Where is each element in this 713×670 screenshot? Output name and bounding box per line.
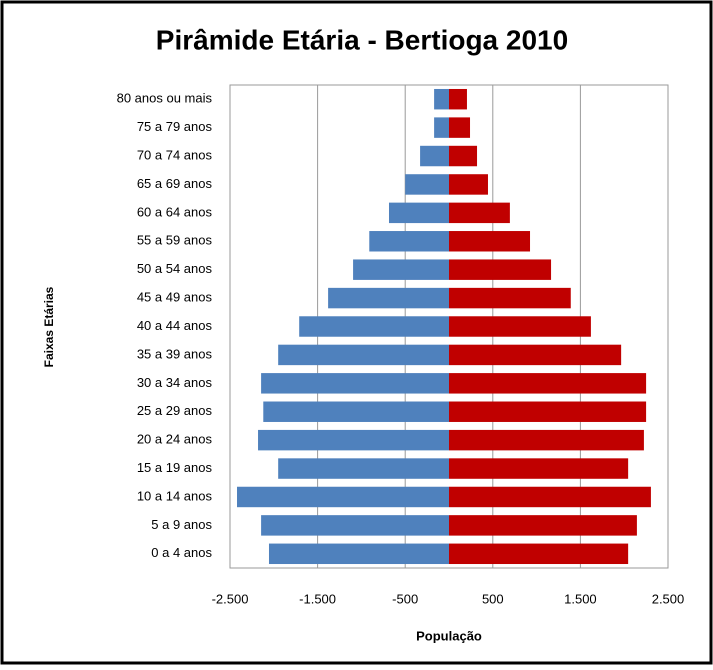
y-tick-label: 15 a 19 anos xyxy=(137,460,213,475)
bar xyxy=(237,486,449,508)
bar xyxy=(449,486,651,508)
bar xyxy=(258,429,449,451)
bar xyxy=(449,458,629,479)
bar xyxy=(405,174,449,195)
x-tick-label: -1.500 xyxy=(299,591,336,606)
y-tick-label: 65 a 69 anos xyxy=(137,176,213,191)
x-axis-title: População xyxy=(416,628,482,643)
bar xyxy=(449,515,637,536)
x-tick-label: -500 xyxy=(392,591,418,606)
y-tick-label: 20 a 24 anos xyxy=(137,432,213,447)
bar xyxy=(369,231,449,252)
bar xyxy=(449,373,647,394)
bar xyxy=(449,145,478,167)
bar xyxy=(268,543,449,565)
y-tick-label: 70 a 74 anos xyxy=(137,147,213,162)
bar xyxy=(388,202,449,224)
bar xyxy=(449,429,644,451)
y-tick-label: 75 a 79 anos xyxy=(137,119,213,134)
y-tick-label: 35 a 39 anos xyxy=(137,346,213,361)
y-tick-label: 10 a 14 anos xyxy=(137,488,213,503)
bar xyxy=(449,344,622,366)
bar xyxy=(449,174,488,195)
bar xyxy=(261,373,449,394)
bar xyxy=(449,202,510,224)
bar xyxy=(328,287,449,309)
y-tick-label: 80 anos ou mais xyxy=(117,91,213,106)
bar xyxy=(353,259,449,280)
x-tick-label: 1.500 xyxy=(564,591,597,606)
bar xyxy=(449,88,467,110)
y-axis-title: Faixas Etárias xyxy=(42,286,56,367)
bar xyxy=(261,515,449,536)
bar xyxy=(449,543,629,565)
bar xyxy=(449,117,471,138)
bar xyxy=(278,458,449,479)
bar xyxy=(263,401,449,422)
y-tick-label: 45 a 49 anos xyxy=(137,290,213,305)
y-tick-label: 30 a 34 anos xyxy=(137,375,213,390)
bar xyxy=(434,117,449,138)
y-tick-label: 50 a 54 anos xyxy=(137,261,213,276)
y-tick-label: 0 a 4 anos xyxy=(151,545,212,560)
bar xyxy=(434,88,449,110)
y-tick-label: 55 a 59 anos xyxy=(137,233,213,248)
y-tick-label: 25 a 29 anos xyxy=(137,403,213,418)
bar xyxy=(278,344,449,366)
y-tick-label: 5 a 9 anos xyxy=(151,517,212,532)
x-tick-label: 2.500 xyxy=(652,591,685,606)
bar xyxy=(449,231,531,252)
plot-border xyxy=(229,84,669,569)
x-tick-label: 500 xyxy=(482,591,504,606)
bar xyxy=(449,287,571,309)
bar xyxy=(299,316,449,337)
chart-title: Pirâmide Etária - Bertioga 2010 xyxy=(156,24,568,55)
bar xyxy=(449,316,591,337)
bar xyxy=(420,145,449,167)
bar xyxy=(449,259,552,280)
x-tick-label: -2.500 xyxy=(212,591,249,606)
y-tick-label: 40 a 44 anos xyxy=(137,318,213,333)
bar xyxy=(449,401,647,422)
y-tick-label: 60 a 64 anos xyxy=(137,204,213,219)
